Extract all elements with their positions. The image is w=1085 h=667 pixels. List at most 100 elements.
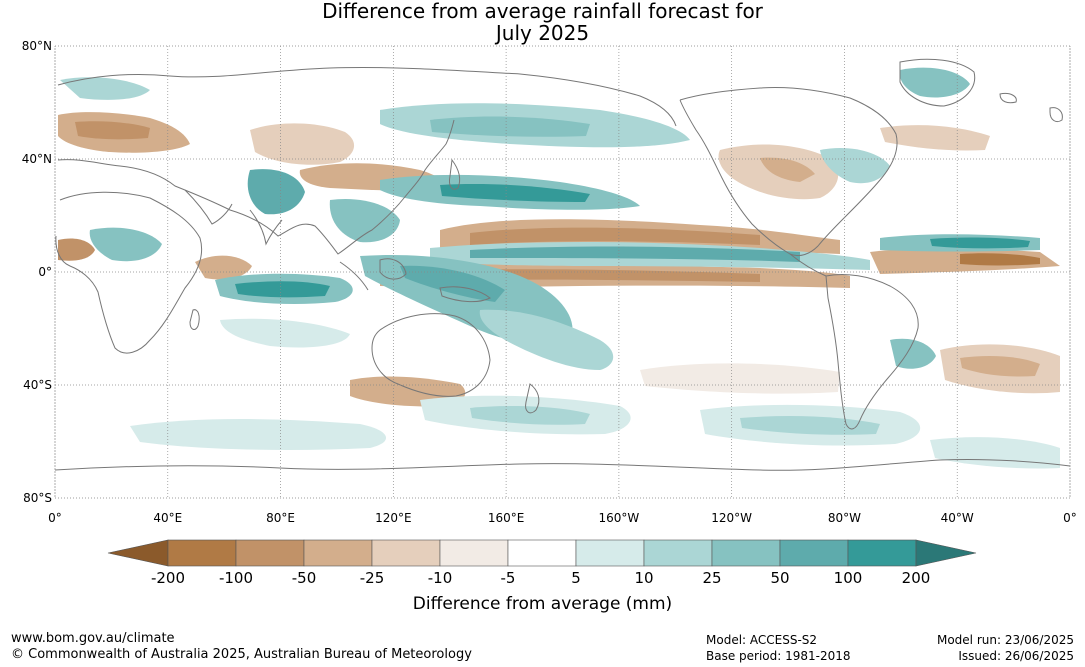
coastline-iceland: [999, 93, 1017, 104]
footer-copyright: © Commonwealth of Australia 2025, Austra…: [11, 647, 472, 662]
longitude-label: 40°W: [941, 511, 974, 525]
coastline-central-america: [789, 253, 827, 277]
legend-arrow-low: [107, 539, 169, 567]
legend-tick-label: -10: [428, 569, 453, 584]
legend-tick-label: -25: [360, 569, 385, 584]
wet-region-pacific-itcz-core: [470, 246, 800, 262]
legend-tick-label: 200: [902, 569, 931, 584]
coastline-uk: [1049, 107, 1063, 123]
coastline-antarctica: [55, 458, 1070, 471]
coastline-india: [249, 209, 283, 246]
legend-tick-label: -200: [151, 569, 185, 584]
legend-color-box: [439, 539, 509, 567]
legend-tick-label: 10: [634, 569, 653, 584]
map-title-line-1: Difference from average rainfall forecas…: [322, 0, 763, 23]
longitude-label: 80°E: [266, 511, 295, 525]
coastlines: [55, 58, 1070, 471]
footer-website: www.bom.gov.au/climate: [11, 631, 175, 646]
wet-region-north-asia-core: [430, 116, 590, 137]
coastline-sumatra: [339, 261, 369, 291]
longitude-label: 120°E: [375, 511, 412, 525]
footer-dates: Model run: 23/06/2025 Issued: 26/06/2025: [937, 632, 1074, 664]
wet-region-north-europe: [60, 77, 150, 100]
dry-region-west-africa: [58, 238, 95, 261]
wet-region-southern-ocean-west: [130, 419, 387, 450]
dry-region-central-asia: [250, 123, 355, 165]
wet-region-south-asia: [247, 169, 305, 215]
coastline-borneo: [379, 258, 407, 280]
dry-anomaly-regions: [58, 112, 1060, 407]
anomaly-fields: [58, 67, 1060, 469]
legend-tick-label: -5: [501, 569, 516, 584]
coastline-greenland: [899, 58, 976, 107]
wet-region-southeast-asia: [329, 198, 400, 243]
legend-color-box: [643, 539, 713, 567]
coastline-australia: [371, 313, 491, 397]
latitude-label: 40°S: [23, 378, 52, 392]
latitude-label: 40°N: [22, 152, 52, 166]
legend-title: Difference from average (mm): [412, 594, 673, 614]
latitude-label: 80°N: [22, 40, 52, 53]
dry-region-north-america-core: [760, 157, 815, 182]
longitude-label: 0°: [48, 511, 62, 525]
coastline-south-america: [825, 273, 919, 430]
legend-color-box: [303, 539, 373, 567]
coastline-africa: [55, 191, 203, 354]
coastline-madagascar: [189, 309, 200, 330]
legend-color-box: [167, 539, 237, 567]
longitude-label: 0°: [1063, 511, 1077, 525]
dry-region-north-atlantic: [880, 125, 990, 151]
coastline-arabia: [184, 189, 233, 225]
wet-anomaly-regions: [60, 67, 1060, 469]
legend-color-box: [779, 539, 849, 567]
longitude-label: 40°E: [153, 511, 182, 525]
wet-region-north-america-east: [820, 147, 890, 184]
legend-tick-label: -50: [292, 569, 317, 584]
map-title-line-2: July 2025: [495, 21, 590, 45]
footer-model-run: Model run: 23/06/2025: [936, 633, 1074, 647]
color-legend: -200 -100 -50 -25 -10 -5 5 10 25 50 100 200: [107, 539, 977, 584]
footer-model-info: Model: ACCESS-S2 Base period: 1981-2018: [706, 632, 851, 664]
wet-region-central-africa: [89, 227, 162, 262]
legend-color-box: [235, 539, 305, 567]
footer-model: Model: ACCESS-S2: [706, 633, 818, 647]
legend-tick-label: 5: [571, 569, 581, 584]
latitude-label: 0°: [38, 265, 52, 279]
map-frame: [54, 45, 1071, 499]
dry-region-equatorial-pacific-core: [450, 269, 760, 282]
wet-region-indian-ocean-core: [235, 281, 330, 298]
dry-region-europe-core: [75, 121, 150, 140]
legend-color-box: [711, 539, 781, 567]
legend-color-box: [847, 539, 917, 567]
legend-tick-label: 50: [770, 569, 789, 584]
footer-source: www.bom.gov.au/climate © Commonwealth of…: [11, 631, 472, 663]
legend-tick-label: -100: [219, 569, 253, 584]
wet-region-southern-ocean-central-core: [470, 406, 590, 425]
legend-tick-labels: -200 -100 -50 -25 -10 -5 5 10 25 50 100 200: [151, 569, 930, 584]
legend-color-box: [507, 539, 577, 567]
wet-region-maritime-continent-core: [400, 265, 505, 302]
footer-base-period: Base period: 1981-2018: [706, 649, 851, 663]
legend-tick-label: 100: [834, 569, 863, 584]
rainfall-anomaly-map: 80°N 40°N 0° 40°S 80°S 0° 40°E 80°E 120°E 160°E 1…: [22, 40, 1077, 525]
wet-region-greenland: [899, 67, 970, 98]
coastline-new-guinea: [439, 286, 491, 303]
coastline-new-zealand: [525, 383, 540, 414]
longitude-label: 80°W: [828, 511, 861, 525]
legend-color-box: [371, 539, 441, 567]
wet-region-spcz: [479, 309, 614, 370]
longitude-label: 160°W: [598, 511, 639, 525]
dry-region-north-pacific-core: [470, 227, 760, 245]
wet-region-southern-atlantic-south: [930, 437, 1060, 469]
coastline-eurasia-north: [57, 66, 677, 127]
dry-region-west-indian-ocean: [195, 255, 252, 280]
longitude-labels: 0° 40°E 80°E 120°E 160°E 160°W 120°W 80°W 40°W 0°: [48, 511, 1077, 525]
dry-region-tropical-atlantic-core: [960, 253, 1040, 266]
coastline-north-america: [679, 87, 898, 257]
wet-region-east-asia-core: [440, 184, 590, 202]
legend-color-box: [575, 539, 645, 567]
coastline-japan: [449, 158, 461, 190]
longitude-label: 120°W: [711, 511, 752, 525]
longitude-label: 160°E: [488, 511, 525, 525]
footer-issued: Issued: 26/06/2025: [958, 649, 1074, 663]
